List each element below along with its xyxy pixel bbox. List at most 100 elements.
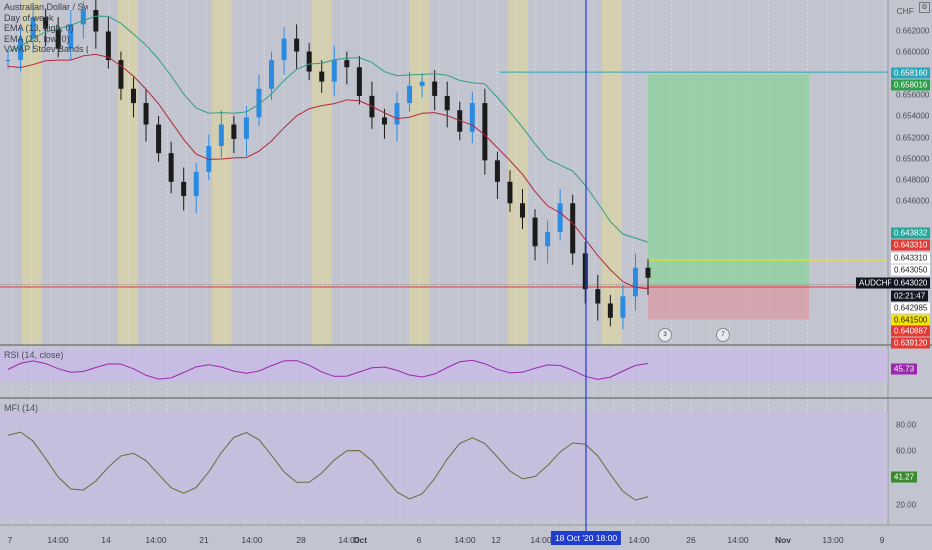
time-axis-label: 9 [879,535,885,545]
session-highlight [602,0,622,345]
session-highlight [409,0,429,345]
time-axis-label: 14 [101,535,111,545]
candle-body [381,117,387,125]
candle-body [532,217,538,247]
candle-body [30,17,36,39]
time-axis-label: 14:00 [727,535,749,545]
mfi-axis-label: 80.00 [896,420,917,430]
candle-body [319,71,325,82]
symbol-title[interactable]: Australian Dollar / Swiss Franc, 4h [4,2,88,12]
time-axis-label: 14:00 [338,535,360,545]
time-axis-label: 14:00 [145,535,167,545]
candle-body [394,103,400,125]
price-badge: 0.658016 [891,79,931,91]
rsi-legend[interactable]: RSI (14, close) [4,350,64,360]
candle-body [231,124,237,139]
candle-body [306,51,312,72]
price-badge: 0.643310 [891,239,931,251]
candle-body [645,267,651,278]
candle-body [494,160,500,182]
legend-vwap-bands[interactable]: VWAP Stdev Bands (2 [4,44,88,55]
time-axis-label: 14:00 [47,535,69,545]
price-badge: AUDCHF [856,277,896,289]
time-axis-label: 26 [686,535,696,545]
candle-body [620,296,626,318]
candle-body [168,153,174,182]
candle-body [105,31,111,61]
time-axis-label: 21 [199,535,209,545]
candle-body [143,103,149,125]
session-highlight [22,0,42,345]
candle-body [130,88,136,104]
time-axis-label: Nov [774,535,792,545]
candle-body [407,85,413,104]
candle-body [444,95,450,111]
crosshair-time-label: 18 Oct '20 18:00 [550,531,622,545]
candle-body [118,60,124,89]
candle-body [55,28,61,49]
time-axis-label: 14:00 [530,535,552,545]
legend-day-of-week[interactable]: Day of week [4,12,54,23]
price-badge: 0.640887 [891,325,931,337]
stop-zone [648,284,809,320]
candle-body [294,38,300,52]
price-axis-label: 0.662000 [896,26,930,36]
chart-legend: Australian Dollar / Swiss Franc, 4h Day … [4,2,88,55]
mfi-legend[interactable]: MFI (14) [4,403,39,413]
price-axis-label: 0.656000 [896,90,930,100]
candle-body [156,124,162,154]
session-highlight [212,0,232,345]
ema-low-line [7,53,649,290]
candle-body [520,203,526,218]
time-axis-label: 14:00 [628,535,650,545]
price-badge: 02:21:47 [891,290,929,302]
price-badge: 0.643310 [891,252,931,264]
economic-event-icon[interactable]: 3 [658,328,672,342]
mfi-axis-label: 20.00 [896,500,917,510]
candle-body [356,67,362,96]
price-badge: 0.643832 [891,227,931,239]
candle-body [607,303,613,318]
candle-body [218,124,224,147]
price-badge: 0.641500 [891,314,931,326]
time-axis-label: 14:00 [241,535,263,545]
time-axis-label: 13:00 [822,535,844,545]
mfi-axis-label: 60.00 [896,446,917,456]
candle-body [482,103,488,161]
time-axis-label: 14:00 [454,535,476,545]
economic-event-icon[interactable]: 7 [716,328,730,342]
price-axis-label: 0.650000 [896,154,930,164]
candle-body [419,81,425,86]
time-axis-label: Oct [352,535,368,545]
price-axis-label: 0.652000 [896,133,930,142]
candle-body [5,60,11,62]
time-axis-label: 28 [296,535,306,545]
time-axis-label: 6 [416,535,422,545]
candle-body [281,38,287,61]
mfi-band [0,412,888,520]
candle-body [595,289,601,304]
settings-icon[interactable]: ⚙ [919,2,930,13]
session-highlight [312,0,332,345]
candle-body [432,81,438,96]
candle-body [93,10,99,32]
candle-body [557,203,563,232]
rsi-line [7,359,649,380]
candle-body [256,88,262,118]
candle-body [193,171,199,197]
candle-body [570,203,576,254]
time-axis-label: 7 [7,535,13,545]
candle-body [43,17,49,29]
price-badge: 0.642985 [891,302,931,314]
legend-ema-high[interactable]: EMA (13, high, 0) [4,23,74,34]
price-axis-label: 0.660000 [896,47,930,57]
candle-body [243,117,249,139]
candle-body [507,181,513,204]
price-axis-label: 0.654000 [896,111,930,121]
candle-body [68,24,74,49]
price-axis-label: 0.648000 [896,175,930,185]
legend-ema-low[interactable]: EMA (13, low, 0) [4,33,70,44]
price-badge: 0.658160 [891,67,931,79]
candle-body [18,38,24,61]
